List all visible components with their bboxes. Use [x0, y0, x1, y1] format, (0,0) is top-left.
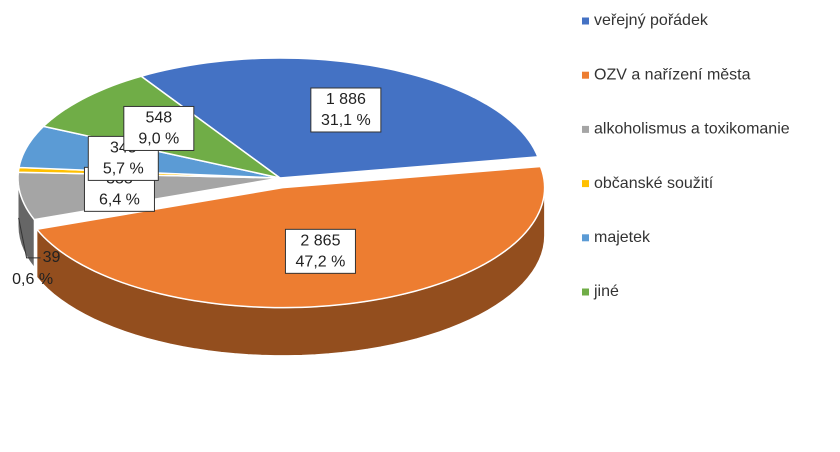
legend-label: občanské soužití — [594, 175, 714, 192]
data-label-box — [123, 105, 195, 151]
data-label: 9,0 % — [138, 131, 179, 148]
data-label-box — [284, 228, 356, 274]
legend-label: majetek — [594, 229, 651, 246]
legend-marker — [582, 17, 589, 25]
data-label: 39 — [43, 249, 61, 266]
data-label: 5,7 % — [103, 161, 144, 178]
leader-line — [18, 217, 41, 259]
legend-marker — [582, 234, 589, 242]
data-label: 47,2 % — [296, 254, 346, 271]
data-label: 31,1 % — [321, 112, 371, 129]
data-label: 2 865 — [300, 233, 340, 250]
data-label: 0,6 % — [12, 271, 53, 288]
legend-label: alkoholismus a toxikomanie — [594, 121, 790, 138]
legend-label: OZV a nařízení města — [594, 66, 751, 83]
data-label: 548 — [145, 110, 172, 127]
data-label-box — [310, 87, 382, 133]
data-label: 6,4 % — [99, 192, 140, 209]
legend-marker — [582, 71, 589, 79]
data-label: 1 886 — [326, 91, 366, 108]
legend-label: jiné — [593, 283, 619, 300]
legend-label: veřejný pořádek — [594, 12, 709, 29]
legend-marker — [582, 180, 589, 188]
legend-marker — [582, 288, 589, 296]
legend-marker — [582, 125, 589, 133]
